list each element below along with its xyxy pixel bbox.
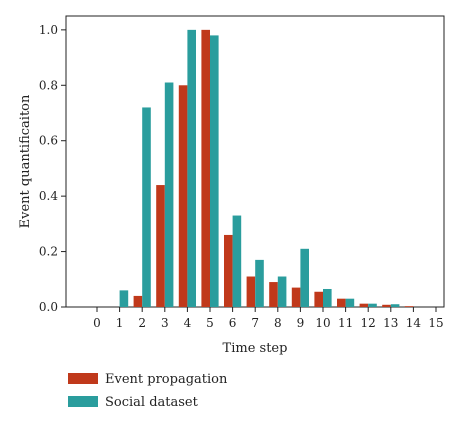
bar-social-dataset-13 bbox=[390, 304, 400, 307]
x-tick-label: 9 bbox=[297, 316, 305, 330]
x-tick-label: 0 bbox=[93, 316, 101, 330]
legend-label-event-propagation: Event propagation bbox=[105, 372, 228, 387]
bar-social-dataset-5 bbox=[210, 35, 219, 308]
x-tick-label: 11 bbox=[338, 316, 353, 330]
x-tick-label: 13 bbox=[383, 316, 398, 330]
y-axis-title: Event quantificaiton bbox=[18, 94, 33, 228]
x-tick-label: 6 bbox=[229, 316, 237, 330]
x-tick-label: 8 bbox=[274, 316, 282, 330]
x-tick-label: 15 bbox=[428, 316, 443, 330]
bar-social-dataset-10 bbox=[323, 288, 332, 307]
bar-social-dataset-7 bbox=[255, 259, 264, 307]
y-tick-label: 0.6 bbox=[39, 134, 58, 148]
bar-event-propagation-4 bbox=[178, 85, 188, 308]
bar-event-propagation-10 bbox=[314, 291, 323, 307]
bar-social-dataset-1 bbox=[119, 290, 129, 307]
bar-social-dataset-4 bbox=[187, 29, 196, 307]
x-tick-label: 14 bbox=[406, 316, 422, 330]
x-tick-label: 2 bbox=[138, 316, 146, 330]
y-axis: 0.0 0.2 0.4 0.6 0.8 1.0 bbox=[39, 23, 66, 314]
bar-event-propagation-2 bbox=[133, 295, 143, 307]
bar-social-dataset-3 bbox=[164, 82, 174, 307]
x-tick-label: 3 bbox=[161, 316, 169, 330]
y-tick-label: 1.0 bbox=[39, 23, 58, 37]
y-tick-label: 0.0 bbox=[39, 300, 58, 314]
bar-event-propagation-9 bbox=[291, 287, 301, 307]
bar-event-propagation-8 bbox=[269, 282, 278, 307]
x-axis: 0 1 2 3 4 5 6 7 8 9 10 11 12 13 14 15 bbox=[93, 307, 444, 330]
x-axis-title: Time step bbox=[223, 341, 288, 356]
bar-event-propagation-3 bbox=[156, 185, 165, 307]
legend-swatch-event-propagation bbox=[68, 373, 98, 384]
plot-frame bbox=[65, 15, 445, 308]
bar-social-dataset-6 bbox=[232, 215, 242, 307]
x-tick-label: 7 bbox=[251, 316, 259, 330]
legend: Event propagation Social dataset bbox=[68, 372, 228, 410]
y-tick-label: 0.2 bbox=[39, 245, 58, 259]
bar-event-propagation-6 bbox=[224, 234, 233, 307]
bar-social-dataset-9 bbox=[300, 248, 309, 307]
bar-event-propagation-7 bbox=[246, 276, 256, 307]
x-tick-label: 10 bbox=[315, 316, 330, 330]
bar-social-dataset-11 bbox=[345, 298, 355, 307]
bar-event-propagation-12 bbox=[359, 303, 369, 307]
legend-label-social-dataset: Social dataset bbox=[105, 395, 199, 410]
bars-group bbox=[119, 29, 414, 308]
bar-social-dataset-12 bbox=[368, 303, 377, 307]
bar-event-propagation-5 bbox=[201, 29, 210, 307]
bar-event-propagation-13 bbox=[382, 304, 391, 307]
bar-event-propagation-14 bbox=[404, 306, 414, 307]
x-tick-label: 1 bbox=[116, 316, 124, 330]
bar-social-dataset-8 bbox=[277, 276, 287, 307]
bar-social-dataset-2 bbox=[142, 107, 151, 307]
x-tick-label: 5 bbox=[206, 316, 214, 330]
y-tick-label: 0.8 bbox=[39, 78, 58, 92]
bar-event-propagation-11 bbox=[337, 298, 346, 307]
legend-swatch-social-dataset bbox=[68, 396, 98, 407]
x-tick-label: 12 bbox=[361, 316, 376, 330]
y-tick-label: 0.4 bbox=[39, 189, 58, 203]
x-tick-label: 4 bbox=[184, 316, 192, 330]
